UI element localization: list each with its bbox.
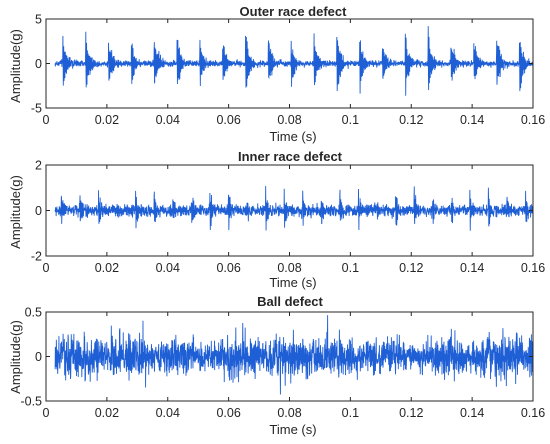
outer-race-signal-line [54,26,533,96]
outer-race-title: Outer race defect [240,4,348,19]
inner-race-xtick-label: 0.08 [277,261,301,275]
inner-race-xtick-label: 0 [43,261,50,275]
outer-race-plot-area: 0 0.02 0.04 0.06 0.08 0.1 0.12 0.14 0.16-505 [31,13,545,128]
ball-defect-xtick-label: 0.14 [460,406,484,420]
inner-race-xtick-label: 0.1 [342,261,359,275]
ball-defect-xtick-label: 0.1 [342,406,359,420]
outer-race-ytick-label: -5 [31,102,42,116]
inner-race-plot-area: 0 0.02 0.04 0.06 0.08 0.1 0.12 0.14 0.16-202 [31,159,545,276]
inner-race-xtick-label: 0.12 [399,261,423,275]
inner-race-xtick-label: 0.06 [216,261,240,275]
outer-race-xtick-label: 0.08 [277,113,301,127]
ball-defect-ytick-label: -0.5 [20,395,42,409]
outer-race-xtick-label: 0 [43,113,50,127]
outer-race-panel: Outer race defect Amplitude(g) Time (s) … [8,4,545,144]
outer-race-xtick-label: 0.1 [342,113,359,127]
inner-race-ylabel: Amplitude(g) [8,175,23,249]
ball-defect-ytick-label: 0 [35,350,42,364]
outer-race-xtick-label: 0.04 [156,113,180,127]
outer-race-xtick-label: 0.16 [521,113,545,127]
outer-race-xlabel: Time (s) [269,129,316,144]
ball-defect-xtick-label: 0.12 [399,406,423,420]
inner-race-ytick-label: -2 [31,250,42,264]
ball-defect-xtick-label: 0.16 [521,406,545,420]
outer-race-xtick-label: 0.14 [460,113,484,127]
ball-defect-xtick-label: 0.06 [216,406,240,420]
inner-race-signal-line [54,185,533,231]
outer-race-ytick-label: 5 [35,13,42,27]
ball-defect-xtick-label: 0.02 [95,406,119,420]
inner-race-ytick-label: 0 [35,204,42,218]
ball-defect-panel: Ball defect Amplitude(g) Time (s) 0 0.02 0… [8,294,545,437]
inner-race-xlabel: Time (s) [269,275,316,290]
outer-race-xtick-label: 0.12 [399,113,423,127]
ball-defect-xtick-label: 0.04 [156,406,180,420]
outer-race-ylabel: Amplitude(g) [8,29,23,103]
ball-defect-title: Ball defect [257,294,323,309]
ball-defect-ylabel: Amplitude(g) [8,320,23,394]
inner-race-panel: Inner race defect Amplitude(g) Time (s) … [8,149,545,290]
ball-defect-xtick-label: 0.08 [277,406,301,420]
inner-race-xtick-label: 0.04 [156,261,180,275]
inner-race-xtick-label: 0.14 [460,261,484,275]
outer-race-xtick-label: 0.02 [95,113,119,127]
ball-defect-xlabel: Time (s) [269,422,316,437]
ball-defect-xtick-label: 0 [43,406,50,420]
ball-defect-signal-line [54,315,533,395]
inner-race-title: Inner race defect [238,149,343,164]
inner-race-xtick-label: 0.16 [521,261,545,275]
inner-race-ytick-label: 2 [35,159,42,173]
ball-defect-ytick-label: 0.5 [25,306,42,320]
inner-race-xtick-label: 0.02 [95,261,119,275]
outer-race-ytick-label: 0 [35,57,42,71]
outer-race-xtick-label: 0.06 [216,113,240,127]
ball-defect-plot-area: 0 0.02 0.04 0.06 0.08 0.1 0.12 0.14 0.16-0.500.5 [20,306,545,421]
